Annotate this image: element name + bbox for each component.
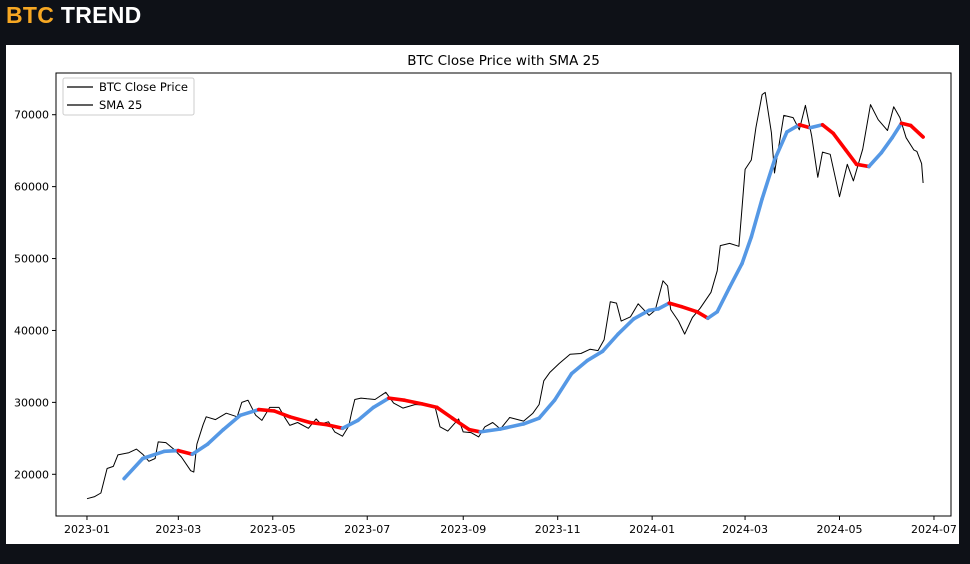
x-tick-label: 2023-01 — [64, 523, 110, 536]
sma-segment-falling — [402, 398, 424, 406]
sma-segment-rising — [205, 427, 225, 446]
sma-segment-rising — [190, 442, 210, 457]
sma-segment-falling — [272, 409, 292, 419]
sma-segment-falling — [450, 416, 472, 432]
y-tick-label: 60000 — [14, 181, 49, 194]
sma-segment-falling — [325, 422, 345, 431]
legend-box — [62, 77, 195, 116]
sma-segment-rising — [162, 448, 181, 454]
sma-segment-falling — [854, 162, 871, 169]
x-tick-label: 2024-03 — [722, 523, 768, 536]
x-tick-label: 2023-09 — [440, 523, 486, 536]
sma-segment-falling — [831, 131, 848, 152]
sma-segment-rising — [772, 130, 789, 162]
sma-segment-rising — [785, 123, 802, 134]
sma-segment-falling — [387, 396, 407, 403]
sma-segment-rising — [727, 261, 744, 290]
sma-segment-rising — [537, 398, 557, 421]
app-title: TREND — [60, 2, 142, 28]
sma-segment-falling — [176, 448, 195, 457]
brand-logo-text: BTC — [6, 2, 55, 28]
y-tick-label: 40000 — [14, 324, 49, 337]
sma-segment-rising — [616, 317, 636, 336]
sma-segment-rising — [585, 349, 605, 363]
sma-segment-rising — [371, 396, 391, 410]
sma-segment-rising — [600, 332, 620, 354]
sma-segment-rising — [498, 422, 526, 431]
y-axis: 20000 30000 40000 50000 60000 70000 — [14, 109, 56, 481]
y-tick-label: 30000 — [14, 396, 49, 409]
sma-segment-falling — [467, 427, 483, 434]
app-header: BTC TREND — [6, 0, 142, 30]
sma-segment-falling — [287, 414, 312, 425]
sma-segment-falling — [257, 407, 277, 413]
sma-segment-rising — [760, 158, 777, 201]
price-series — [86, 91, 924, 500]
sma-segment-rising — [122, 456, 145, 481]
sma-segment-falling — [695, 309, 710, 321]
sma-segment-rising — [238, 407, 261, 418]
legend: BTC Close Price SMA 25 — [62, 77, 195, 116]
sma-segment-falling — [308, 420, 329, 427]
x-axis: 2023-01 2023-03 2023-05 2023-07 2023-09 2023-… — [64, 516, 957, 536]
y-tick-label: 20000 — [14, 468, 49, 481]
sma-segment-rising — [340, 418, 360, 431]
sma-segment-rising — [879, 135, 895, 155]
sma-segment-rising — [890, 121, 904, 140]
sma-segment-rising — [808, 123, 825, 130]
sma-segment-falling — [908, 123, 925, 139]
x-tick-label: 2024-01 — [629, 523, 675, 536]
legend-label-price: BTC Close Price — [99, 80, 188, 94]
sma-segment-rising — [478, 427, 503, 434]
plot-area — [55, 72, 952, 517]
sma-segment-rising — [631, 308, 651, 321]
sma-segment-rising — [356, 405, 376, 423]
y-tick-label: 70000 — [14, 109, 49, 122]
sma-segment-rising — [569, 358, 589, 376]
chart-title: BTC Close Price with SMA 25 — [407, 53, 600, 69]
sma-segment-rising — [521, 416, 541, 426]
x-tick-label: 2023-03 — [155, 523, 201, 536]
legend-label-sma: SMA 25 — [99, 98, 142, 112]
sma-segment-rising — [552, 371, 574, 403]
sma-segment-falling — [820, 123, 836, 136]
sma-segment-falling — [667, 301, 684, 309]
sma-segment-falling — [843, 148, 859, 167]
y-tick-label: 50000 — [14, 253, 49, 266]
x-tick-label: 2023-05 — [250, 523, 296, 536]
x-tick-label: 2024-07 — [911, 523, 957, 536]
sma-segment-rising — [656, 301, 672, 311]
sma-segment-rising — [867, 151, 884, 169]
chart-panel: BTC Close Price with SMA 25 2023-01 2023-… — [6, 45, 959, 544]
x-tick-label: 2023-07 — [344, 523, 390, 536]
sma-segment-falling — [435, 405, 455, 421]
x-tick-label: 2024-05 — [817, 523, 863, 536]
price-line — [86, 91, 924, 500]
sma-segment-rising — [221, 413, 243, 432]
btc-price-chart: BTC Close Price with SMA 25 2023-01 2023-… — [14, 53, 957, 536]
sma-segment-rising — [749, 197, 764, 239]
sma-segment-rising — [715, 285, 732, 314]
sma-segment-rising — [706, 309, 720, 321]
sma-segment-rising — [140, 449, 167, 461]
sma-series — [122, 121, 925, 481]
sma-segment-falling — [419, 401, 439, 410]
x-tick-label: 2023-11 — [535, 523, 581, 536]
sma-segment-falling — [797, 123, 812, 130]
sma-segment-rising — [740, 235, 754, 266]
sma-segment-falling — [679, 304, 699, 314]
